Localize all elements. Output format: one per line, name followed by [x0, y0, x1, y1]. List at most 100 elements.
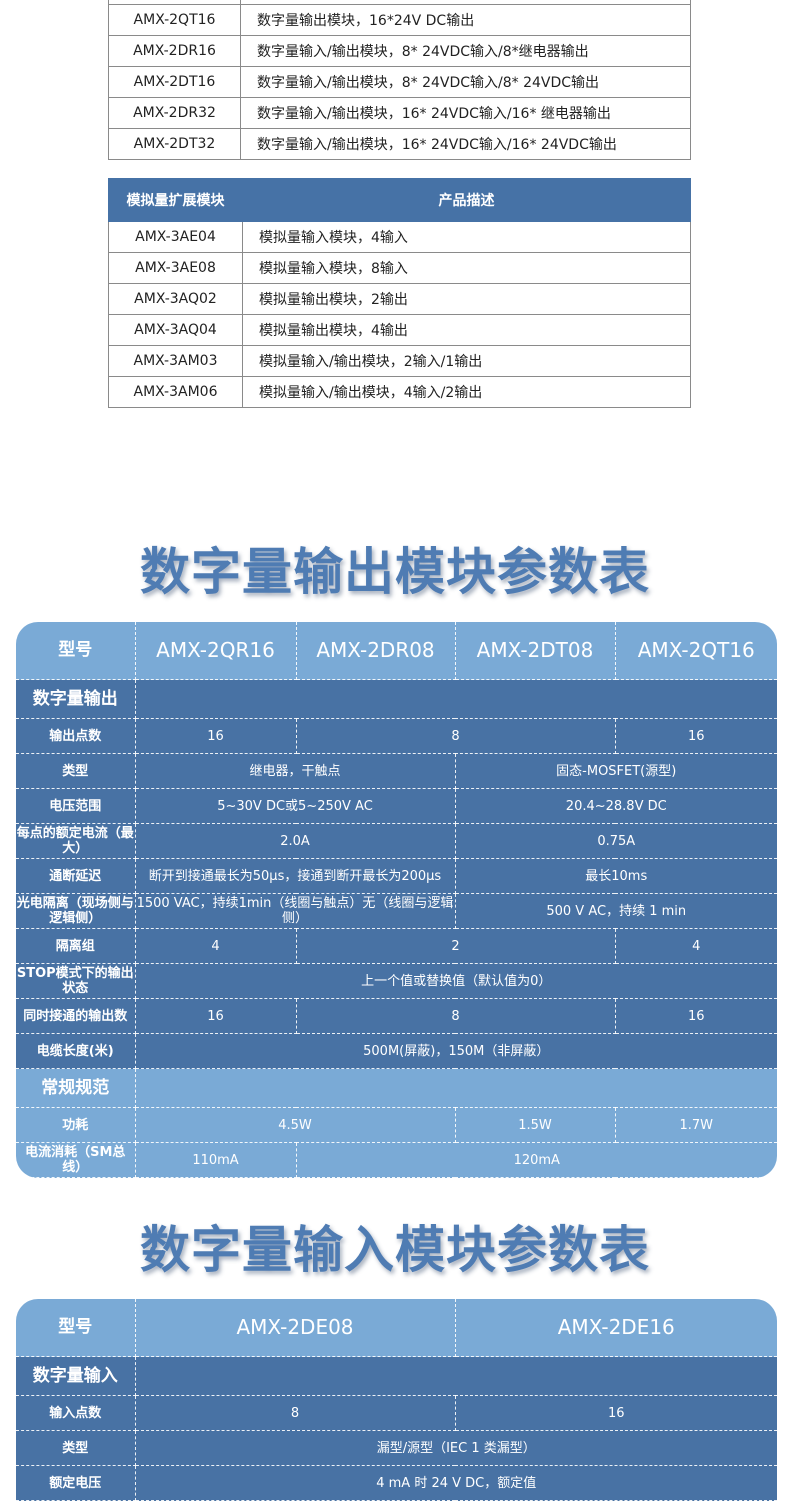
table-row: AMX-3AM06 模拟量输入/输出模块，4输入/2输出	[108, 376, 691, 408]
row-label: 每点的额定电流（最大）	[16, 823, 136, 859]
table-row: AMX-3AQ02 模拟量输出模块，2输出	[108, 283, 691, 315]
model-cell: AMX-3AQ02	[108, 283, 243, 315]
value-cell: 1500 VAC，持续1min（线圈与触点）无（线圈与逻辑侧）	[134, 893, 456, 929]
model-header-cell: AMX-2QR16	[134, 622, 297, 680]
row-label: 类型	[16, 753, 136, 789]
section-row: 常规规范	[16, 1068, 777, 1108]
value-cell: 16	[454, 1395, 777, 1431]
value-cell: 上一个值或替换值（默认值为0）	[134, 963, 777, 999]
value-cell: 0.75A	[454, 823, 777, 859]
row-label: 数字量输出	[16, 679, 136, 719]
model-header-cell: AMX-2DR08	[295, 622, 456, 680]
row-label: 电缆长度(米)	[16, 1033, 136, 1069]
spec-row: 类型 继电器，干触点 固态-MOSFET(源型)	[16, 753, 777, 789]
output-spec-table: 型号 AMX-2QR16 AMX-2DR08 AMX-2DT08 AMX-2QT16 数字…	[16, 622, 777, 1178]
input-spec-title: 数字量输入模块参数表	[140, 1221, 650, 1279]
model-cell: AMX-3AM03	[108, 345, 243, 377]
value-cell: 8	[295, 718, 616, 754]
table-row: AMX-2DR32 数字量输入/输出模块，16* 24VDC输入/16* 继电器输…	[108, 97, 691, 129]
section-row: 数字量输出	[16, 679, 777, 719]
header-description: 产品描述	[242, 178, 691, 222]
row-label: 同时接通的输出数	[16, 998, 136, 1034]
spec-row: 输入点数 8 16	[16, 1395, 777, 1431]
description-cell: 数字量输入/输出模块，16* 24VDC输入/16* 继电器输出	[240, 97, 691, 129]
value-cell: 8	[134, 1395, 456, 1431]
description-cell: 模拟量输入模块，8输入	[242, 252, 691, 284]
value-cell: 2	[295, 928, 616, 964]
description-cell: 模拟量输入/输出模块，4输入/2输出	[242, 376, 691, 408]
model-header-cell: AMX-2QT16	[614, 622, 777, 680]
value-cell: 漏型/源型（IEC 1 类漏型）	[134, 1430, 777, 1466]
value-cell: 1.5W	[454, 1107, 616, 1143]
spec-row: 电压范围 5~30V DC或5~250V AC 20.4~28.8V DC	[16, 788, 777, 824]
value-cell: 8	[295, 998, 616, 1034]
spec-row: 输出点数 16 8 16	[16, 718, 777, 754]
value-cell: 最长10ms	[454, 858, 777, 894]
value-cell: 500M(屏蔽)，150M（非屏蔽）	[134, 1033, 777, 1069]
model-header-cell: AMX-2DT08	[454, 622, 616, 680]
section-row: 数字量输入	[16, 1356, 777, 1396]
value-cell: 1.7W	[614, 1107, 777, 1143]
value-cell: 16	[614, 998, 777, 1034]
analog-module-table: 模拟量扩展模块 产品描述 AMX-3AE04 模拟量输入模块，4输入 AMX-3AE…	[108, 178, 691, 408]
model-cell: AMX-3AE08	[108, 252, 243, 284]
value-cell: 16	[134, 998, 297, 1034]
model-cell: AMX-2DT16	[108, 66, 241, 98]
row-label: STOP模式下的输出状态	[16, 963, 136, 999]
model-cell: AMX-3AQ04	[108, 314, 243, 346]
row-label: 额定电压	[16, 1465, 136, 1501]
value-cell: 继电器，干触点	[134, 753, 456, 789]
value-cell: 5~30V DC或5~250V AC	[134, 788, 456, 824]
description-cell: 数字量输入/输出模块，8* 24VDC输入/8* 24VDC输出	[240, 66, 691, 98]
model-cell: AMX-2DT32	[108, 128, 241, 160]
row-label: 功耗	[16, 1107, 136, 1143]
input-spec-table: 型号 AMX-2DE08 AMX-2DE16 数字量输入 输入点数 8 16 类型 漏型/源型（…	[16, 1299, 777, 1501]
row-label: 数字量输入	[16, 1356, 136, 1396]
row-label: 常规规范	[16, 1068, 136, 1108]
value-cell	[134, 1068, 777, 1108]
row-label: 型号	[16, 622, 136, 680]
value-cell: 4 mA 时 24 V DC，额定值	[134, 1465, 777, 1501]
table-row: AMX-2DT32 数字量输入/输出模块，16* 24VDC输入/16* 24VD…	[108, 128, 691, 160]
description-cell: 模拟量输出模块，4输出	[242, 314, 691, 346]
value-cell: 2.0A	[134, 823, 456, 859]
model-header-cell: AMX-2DE08	[134, 1299, 456, 1357]
value-cell: 4	[614, 928, 777, 964]
description-cell: 数字量输入/输出模块，16* 24VDC输入/16* 24VDC输出	[240, 128, 691, 160]
model-cell: AMX-3AM06	[108, 376, 243, 408]
spec-row: 通断延迟 断开到接通最长为50μs，接通到断开最长为200μs 最长10ms	[16, 858, 777, 894]
row-label: 输入点数	[16, 1395, 136, 1431]
value-cell	[134, 679, 777, 719]
row-label: 输出点数	[16, 718, 136, 754]
description-cell: 数字量输入/输出模块，8* 24VDC输入/8*继电器输出	[240, 35, 691, 67]
row-label: 型号	[16, 1299, 136, 1357]
row-label: 电压范围	[16, 788, 136, 824]
header-model: 模拟量扩展模块	[108, 178, 243, 222]
spec-row: 光电隔离（现场侧与逻辑侧） 1500 VAC，持续1min（线圈与触点）无（线圈与…	[16, 893, 777, 929]
row-label: 电流消耗（SM总线）	[16, 1142, 136, 1178]
spec-row: 额定电压 4 mA 时 24 V DC，额定值	[16, 1465, 777, 1501]
model-cell: AMX-2DR16	[108, 35, 241, 67]
spec-row: 隔离组 4 2 4	[16, 928, 777, 964]
spec-row: 同时接通的输出数 16 8 16	[16, 998, 777, 1034]
table-row: AMX-3AM03 模拟量输入/输出模块，2输入/1输出	[108, 345, 691, 377]
row-label: 类型	[16, 1430, 136, 1466]
value-cell: 4.5W	[134, 1107, 456, 1143]
spec-row: 电缆长度(米) 500M(屏蔽)，150M（非屏蔽）	[16, 1033, 777, 1069]
spec-row: STOP模式下的输出状态 上一个值或替换值（默认值为0）	[16, 963, 777, 999]
row-label: 通断延迟	[16, 858, 136, 894]
model-cell: AMX-2QT16	[108, 4, 241, 36]
value-cell	[134, 1356, 777, 1396]
spec-row: 功耗 4.5W 1.5W 1.7W	[16, 1107, 777, 1143]
value-cell: 断开到接通最长为50μs，接通到断开最长为200μs	[134, 858, 456, 894]
value-cell: 110mA	[134, 1142, 297, 1178]
header-row: 型号 AMX-2DE08 AMX-2DE16	[16, 1299, 777, 1357]
table-row: AMX-3AE04 模拟量输入模块，4输入	[108, 221, 691, 253]
table-row: AMX-2QT16 数字量输出模块，16*24V DC输出	[108, 4, 691, 36]
model-header-cell: AMX-2DE16	[454, 1299, 777, 1357]
value-cell: 20.4~28.8V DC	[454, 788, 777, 824]
value-cell: 16	[134, 718, 297, 754]
description-cell: 数字量输出模块，16*24V DC输出	[240, 4, 691, 36]
description-cell: 模拟量输入/输出模块，2输入/1输出	[242, 345, 691, 377]
table-row: AMX-3AE08 模拟量输入模块，8输入	[108, 252, 691, 284]
